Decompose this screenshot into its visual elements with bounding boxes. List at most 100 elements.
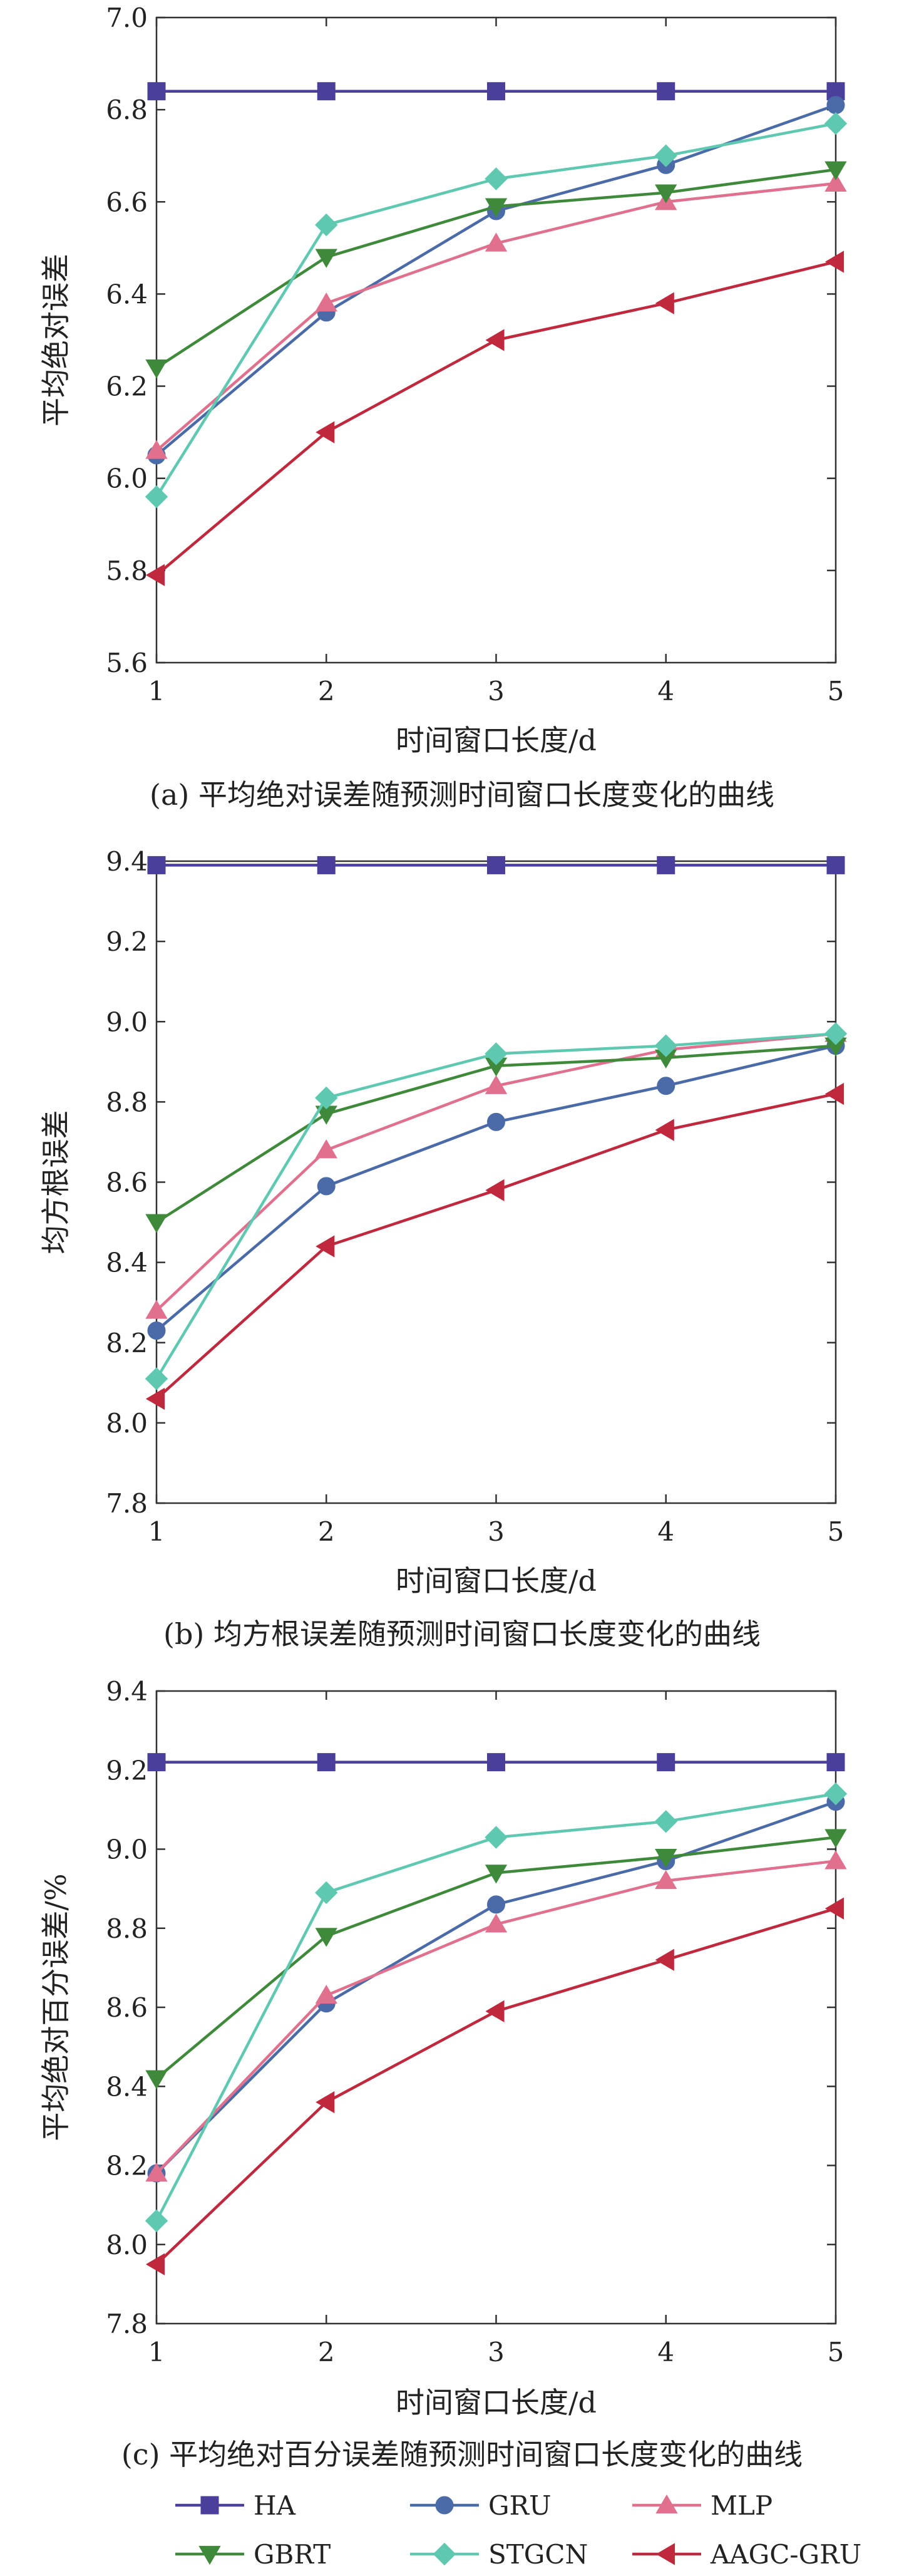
data-point xyxy=(485,167,508,190)
y-tick-label: 9.2 xyxy=(106,1755,148,1786)
y-tick-label: 6.0 xyxy=(106,463,148,494)
y-tick-label: 7.8 xyxy=(106,2309,148,2339)
x-tick-label: 2 xyxy=(318,1516,335,1547)
series-gbrt xyxy=(145,161,847,379)
chart-panel-2: 7.8 8.0 8.2 8.4 8.6 8.8 9.0 9.2 9.4 1 2 3 4 5 时间窗口长度/d… xyxy=(39,846,848,1651)
y-tick-label: 8.0 xyxy=(106,1408,148,1439)
data-point xyxy=(315,1984,337,2004)
series-gbrt xyxy=(145,1037,847,1233)
data-point xyxy=(317,82,336,101)
x-tick-label: 1 xyxy=(148,1516,165,1547)
data-point xyxy=(145,360,168,379)
data-point xyxy=(655,1849,677,1868)
data-point xyxy=(485,1826,508,1849)
legend-label: HA xyxy=(254,2490,296,2521)
data-point xyxy=(485,1042,508,1065)
series-ha xyxy=(147,82,845,101)
x-tick-label: 3 xyxy=(488,1516,505,1547)
data-point xyxy=(145,1367,168,1390)
x-tick-label: 4 xyxy=(657,676,674,706)
series-ha xyxy=(147,1753,845,1772)
legend-entry-aagc-gru: AAGC-GRU xyxy=(632,2539,861,2570)
legend-label: GRU xyxy=(488,2490,552,2521)
panel-caption: (c) 平均绝对百分误差随预测时间窗口长度变化的曲线 xyxy=(121,2438,803,2471)
data-point xyxy=(657,82,675,101)
x-tick-label: 3 xyxy=(488,676,505,706)
legend-label: AAGC-GRU xyxy=(710,2539,861,2570)
series-line xyxy=(155,103,836,457)
data-point xyxy=(654,144,677,167)
legend-label: STGCN xyxy=(488,2539,588,2570)
data-point xyxy=(824,1022,848,1045)
legend-entry-gru: GRU xyxy=(410,2490,552,2521)
y-tick-label: 8.6 xyxy=(106,1167,148,1198)
x-tick-label: 2 xyxy=(318,676,335,706)
y-axis-label: 平均绝对百分误差/% xyxy=(39,1873,73,2141)
y-tick-label: 8.0 xyxy=(106,2230,148,2260)
data-point xyxy=(147,1753,166,1772)
data-point xyxy=(655,1119,674,1141)
data-point xyxy=(147,82,166,101)
y-tick-label: 5.6 xyxy=(106,648,148,678)
data-point xyxy=(145,1387,165,1410)
data-point xyxy=(316,2091,335,2114)
x-tick-label: 5 xyxy=(828,2337,844,2367)
data-point xyxy=(655,292,674,314)
data-point xyxy=(826,96,845,115)
series-mlp xyxy=(145,172,847,459)
legend-marker xyxy=(198,2545,221,2565)
data-point xyxy=(487,1895,505,1914)
data-point xyxy=(145,1300,168,1319)
data-point xyxy=(487,1753,505,1772)
legend: HA GRU MLP GBRT STGCN AAGC-GRU xyxy=(175,2490,861,2570)
series-aagc-gru xyxy=(145,251,844,586)
y-tick-label: 9.0 xyxy=(106,1834,148,1865)
data-point xyxy=(824,161,847,180)
data-point xyxy=(485,1865,508,1884)
series-gru xyxy=(147,1792,845,2183)
data-point xyxy=(315,1086,338,1110)
series-line xyxy=(155,1907,836,2265)
data-point xyxy=(315,213,338,237)
data-point xyxy=(317,1753,336,1772)
y-tick-label: 6.8 xyxy=(106,95,148,125)
legend-marker xyxy=(435,2496,454,2515)
data-point xyxy=(315,1881,338,1905)
y-tick-label: 8.8 xyxy=(106,1913,148,1944)
series-ha xyxy=(147,856,845,874)
data-point xyxy=(315,292,337,312)
data-point xyxy=(824,1897,844,1920)
data-point xyxy=(657,1077,675,1095)
data-point xyxy=(654,1034,677,1057)
data-point xyxy=(147,1322,166,1340)
x-axis-label: 时间窗口长度/d xyxy=(396,723,597,757)
y-tick-label: 8.2 xyxy=(106,1328,148,1358)
x-tick-label: 1 xyxy=(148,676,165,706)
y-tick-label: 7.8 xyxy=(106,1488,148,1519)
data-point xyxy=(657,1753,675,1772)
x-tick-label: 4 xyxy=(657,2337,674,2367)
y-tick-label: 8.4 xyxy=(106,2071,148,2102)
data-point xyxy=(824,251,844,273)
data-point xyxy=(315,1928,337,1947)
legend-entry-mlp: MLP xyxy=(632,2490,773,2521)
series-mlp xyxy=(145,1850,847,2182)
data-point xyxy=(317,1177,336,1196)
series-gbrt xyxy=(145,1829,847,2089)
y-tick-label: 6.6 xyxy=(106,187,148,217)
legend-marker xyxy=(433,2542,456,2566)
data-point xyxy=(316,421,335,443)
legend-marker xyxy=(200,2496,219,2515)
data-point xyxy=(315,249,337,268)
legend-marker xyxy=(655,2494,678,2514)
data-point xyxy=(824,1829,847,1848)
x-axis-label: 时间窗口长度/d xyxy=(396,1564,597,1598)
series-line xyxy=(155,1092,836,1400)
y-tick-label: 9.0 xyxy=(106,1006,148,1037)
x-tick-label: 2 xyxy=(318,2337,335,2367)
data-point xyxy=(824,172,847,192)
data-point xyxy=(485,329,505,351)
data-point xyxy=(317,856,336,874)
